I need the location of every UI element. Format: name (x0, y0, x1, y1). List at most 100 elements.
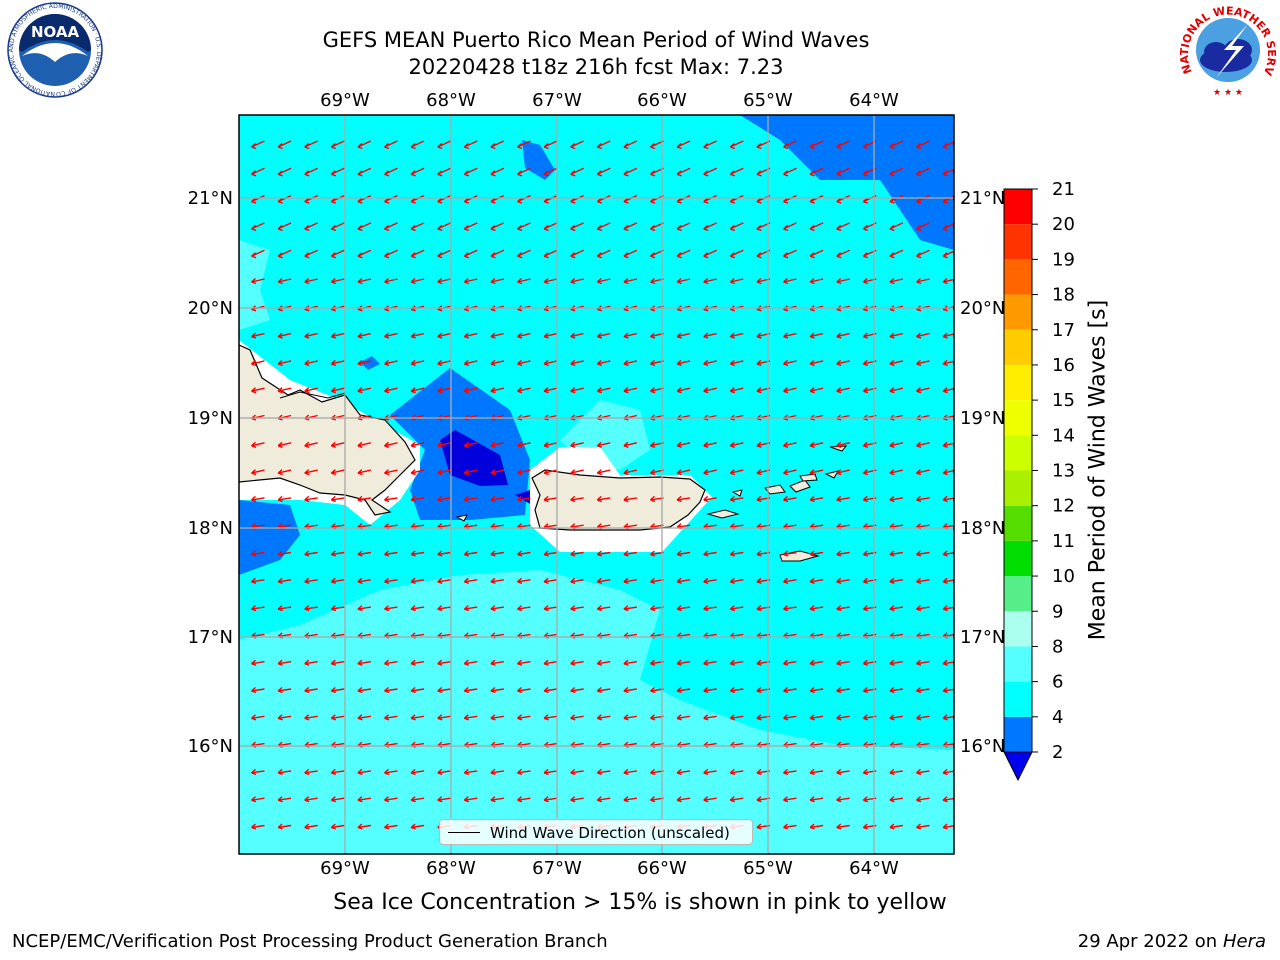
wind-arrow (889, 140, 904, 150)
lat-label-left: 19°N (188, 408, 233, 429)
wind-arrow (251, 796, 265, 803)
wind-arrow (703, 495, 717, 503)
lon-label-top: 69°W (320, 90, 370, 111)
wind-arrow (809, 659, 824, 666)
wind-arrow (543, 469, 558, 476)
colorbar: 2 4 6 8 9 10 11 12 13 14 15 16 17 18 19 20 21 (1003, 179, 1075, 782)
wind-arrow (357, 768, 372, 776)
wind-arrow (543, 222, 558, 232)
wind-arrow (703, 332, 717, 339)
wind-arrow (410, 714, 425, 721)
wind-arrow (490, 277, 505, 285)
wind-arrow (304, 359, 318, 367)
wind-arrow (836, 332, 850, 339)
legend-label: Wind Wave Direction (unscaled) (490, 824, 730, 842)
wind-arrow (703, 796, 717, 803)
lat-label-right: 20°N (960, 298, 1005, 319)
wind-arrow (517, 277, 531, 285)
wind-arrow (916, 469, 930, 476)
wind-arrow (463, 222, 478, 232)
lat-label-left: 20°N (188, 298, 233, 319)
wind-arrow (623, 796, 638, 803)
wind-arrow (357, 550, 372, 557)
wind-arrow (304, 796, 318, 803)
wind-arrow (437, 659, 451, 666)
wind-arrow (783, 686, 797, 694)
wind-arrow (836, 222, 850, 232)
wind-arrow (384, 441, 398, 448)
wind-arrow (277, 495, 292, 503)
wind-arrow (916, 605, 930, 612)
wind-arrow (251, 359, 265, 367)
colorbar-segment (1004, 505, 1032, 541)
wind-arrow (490, 332, 505, 339)
wind-arrow (410, 796, 425, 803)
wind-arrow (783, 469, 797, 476)
wind-arrow (596, 441, 611, 448)
wind-arrow (251, 167, 265, 177)
wind-arrow (623, 222, 638, 232)
wind-arrow (543, 495, 558, 503)
wind-arrow (490, 387, 505, 394)
wind-arrow (623, 469, 638, 476)
nws-stars: ★ ★ ★ (1213, 88, 1243, 98)
wind-arrow (517, 768, 531, 776)
contour-band-2-4-ne (740, 115, 954, 250)
wind-arrow (251, 441, 265, 448)
wind-arrow (410, 823, 425, 830)
wind-arrow (836, 686, 850, 694)
wind-arrow (783, 332, 797, 339)
wind-arrow (596, 167, 611, 177)
wind-arrow (703, 167, 717, 177)
wind-arrow (384, 823, 398, 830)
wind-arrow (490, 222, 505, 232)
wind-arrow (916, 167, 930, 177)
wind-arrow (596, 222, 611, 232)
colorbar-tick-label: 9 (1052, 601, 1063, 622)
wind-arrow (676, 686, 691, 694)
wind-arrow (543, 550, 558, 557)
wind-arrow (676, 359, 691, 367)
wind-arrow (783, 249, 797, 259)
wind-arrow (570, 277, 584, 285)
wind-arrow (437, 387, 451, 394)
colorbar-segment (1004, 611, 1032, 647)
wind-arrow (676, 605, 691, 612)
wind-arrow (357, 387, 372, 394)
wind-arrow (357, 686, 372, 694)
colorbar-segment (1004, 435, 1032, 471)
noaa-logo: NATIONAL OCEANIC AND ATMOSPHERIC ADMINIS… (0, 0, 103, 98)
wind-arrow (410, 359, 425, 367)
wind-arrow (437, 167, 451, 177)
wind-arrow (570, 577, 584, 584)
wind-arrow (836, 387, 850, 394)
wind-arrow (783, 495, 797, 503)
lat-label-left: 17°N (188, 627, 233, 648)
wind-arrow (410, 469, 425, 476)
wind-arrow (330, 495, 345, 503)
wind-arrow (703, 140, 717, 150)
lon-label-bottom: 64°W (849, 858, 899, 879)
wind-arrow (543, 167, 558, 177)
wind-arrow (729, 495, 744, 503)
wind-arrow (836, 823, 850, 830)
wind-arrow (410, 249, 425, 259)
wind-arrow (729, 441, 744, 448)
wind-arrow (676, 140, 691, 150)
wind-arrow (729, 469, 744, 476)
lat-label-right: 19°N (960, 408, 1005, 429)
wind-arrow (570, 222, 584, 232)
wind-arrow (517, 359, 531, 367)
wind-arrow (490, 768, 505, 776)
wind-arrow (490, 167, 505, 177)
colorbar-segment (1004, 189, 1032, 225)
wind-arrow (517, 222, 531, 232)
wind-arrow (410, 140, 425, 150)
wind-arrow (783, 277, 797, 285)
wind-arrow (570, 332, 584, 339)
wind-arrow (623, 441, 638, 448)
wind-arrow (676, 577, 691, 584)
colorbar-segment (1004, 294, 1032, 330)
wind-arrow (410, 332, 425, 339)
wind-arrow (463, 605, 478, 612)
